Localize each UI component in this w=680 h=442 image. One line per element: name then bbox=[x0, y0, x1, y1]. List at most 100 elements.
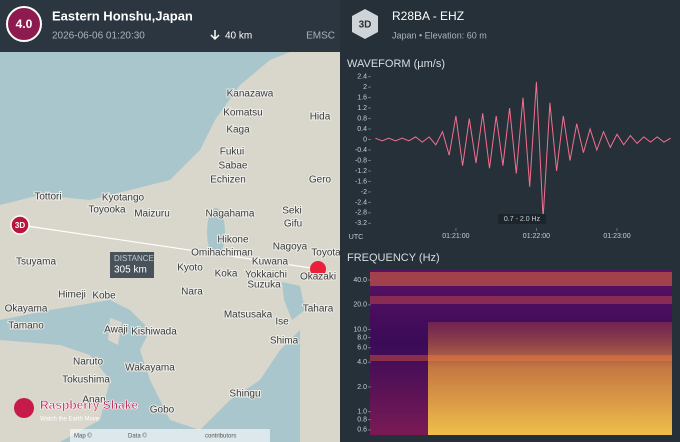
agency: EMSC bbox=[306, 31, 335, 42]
depth-icon bbox=[210, 30, 220, 41]
city-label: Ise bbox=[275, 317, 289, 328]
city-label: Kanazawa bbox=[227, 89, 274, 100]
city-label: Okazaki bbox=[300, 272, 336, 283]
city-label: Tamano bbox=[8, 321, 44, 332]
city-label: Matsusaka bbox=[224, 310, 273, 321]
city-label: Maizuru bbox=[134, 209, 170, 220]
filter-annotation: 0.7 - 2.0 Hz bbox=[504, 216, 541, 223]
land bbox=[108, 318, 122, 345]
city-label: Tokushima bbox=[62, 375, 110, 386]
city-label: Anan bbox=[82, 395, 105, 406]
y-tick-label: 6.0 bbox=[357, 345, 367, 352]
x-axis-label: UTC bbox=[349, 234, 363, 241]
city-label: Kishiwada bbox=[131, 327, 177, 338]
x-tick-label: 01:23:00 bbox=[603, 233, 630, 240]
spectrogram-energy bbox=[428, 322, 672, 435]
y-tick-label: 0.8 bbox=[357, 416, 367, 423]
city-label: Okayama bbox=[5, 304, 48, 315]
city-label: Echizen bbox=[210, 175, 246, 186]
city-label: Nagoya bbox=[273, 242, 308, 253]
city-label: Nagahama bbox=[206, 209, 255, 220]
map-labels: Kanazawa Komatsu Kaga Hida Fukui Sabae Echizen… bbox=[4, 88, 343, 417]
y-tick-label: 2.0 bbox=[357, 384, 367, 391]
tagline: Watch the Earth Move bbox=[40, 417, 100, 423]
charts: 2.4 2 1.6 1.2 0.8 0.4 0 -0.4 -0.8 -1.2 -1.6 -2 -2.4 -… bbox=[349, 73, 671, 434]
epicenter[interactable] bbox=[310, 261, 326, 277]
city-label: Kobe bbox=[92, 291, 116, 302]
distance-label: DISTANCE bbox=[114, 254, 154, 263]
city-label: Kuwana bbox=[252, 257, 289, 268]
y-tick-label: 2 bbox=[363, 84, 367, 91]
event-header bbox=[0, 0, 340, 52]
magnitude: 4.0 bbox=[16, 17, 33, 31]
distance-value: 305 km bbox=[114, 265, 147, 276]
station-title: R28BA - EHZ bbox=[392, 9, 464, 23]
city-label: Gobo bbox=[150, 405, 175, 416]
y-tick-label: -1.2 bbox=[355, 168, 367, 175]
city-label: Gifu bbox=[284, 219, 302, 230]
attribution[interactable]: Data © bbox=[128, 433, 147, 440]
y-tick-label: 1.0 bbox=[357, 409, 367, 416]
city-label: Nara bbox=[181, 287, 203, 298]
bay bbox=[282, 282, 305, 320]
city-label: Wakayama bbox=[125, 363, 175, 374]
city-label: Komatsu bbox=[223, 108, 262, 119]
y-tick-label: -0.4 bbox=[355, 147, 367, 154]
event-title: Eastern Honshu,Japan bbox=[52, 8, 193, 23]
depth: 40 km bbox=[225, 31, 252, 42]
y-tick-label: -2.4 bbox=[355, 199, 367, 206]
city-label: Suzuka bbox=[247, 280, 281, 291]
city-label: Toyooka bbox=[88, 205, 126, 216]
station-marker[interactable] bbox=[10, 215, 30, 235]
city-label: Naruto bbox=[73, 357, 103, 368]
waveform bbox=[375, 81, 671, 219]
event-time: 2026-06-06 01:20:30 bbox=[52, 31, 145, 42]
attribution[interactable]: contributors bbox=[205, 434, 236, 440]
distance-box bbox=[110, 252, 154, 278]
x-tick-label: 01:22:00 bbox=[523, 233, 550, 240]
spectrogram-band bbox=[370, 296, 672, 304]
attribution-bar bbox=[70, 429, 270, 442]
x-tick-label: 01:21:00 bbox=[442, 233, 469, 240]
city-label: Fukui bbox=[220, 147, 244, 158]
station-badge-label: 3D bbox=[359, 20, 372, 31]
city-label: Tahara bbox=[303, 304, 334, 315]
attribution[interactable]: Map © bbox=[74, 433, 92, 440]
y-tick-label: 1.2 bbox=[357, 105, 367, 112]
city-label: Shingu bbox=[229, 389, 260, 400]
city-label: Gero bbox=[309, 175, 332, 186]
city-label: Shima bbox=[270, 336, 299, 347]
city-label: Hikone bbox=[217, 235, 249, 246]
city-label: Kyoto bbox=[177, 263, 203, 274]
y-tick-label: 0.6 bbox=[357, 427, 367, 434]
city-label: Himeji bbox=[58, 290, 86, 301]
city-label: Kaga bbox=[226, 125, 250, 136]
city-label: Seki bbox=[282, 206, 301, 217]
waveform-title: WAVEFORM (µm/s) bbox=[347, 58, 445, 70]
y-tick-label: 0 bbox=[363, 136, 367, 143]
city-label: Kyotango bbox=[102, 193, 145, 204]
spectrogram-band bbox=[370, 272, 672, 286]
city-label: Yokkaichi bbox=[245, 270, 287, 281]
y-tick-label: -1.6 bbox=[355, 178, 367, 185]
y-tick-label: 8.0 bbox=[357, 334, 367, 341]
city-label: Sabae bbox=[219, 161, 248, 172]
y-tick-label: -0.8 bbox=[355, 157, 367, 164]
city-label: Toyota bbox=[311, 248, 341, 259]
y-tick-label: 20.0 bbox=[353, 302, 367, 309]
logo-icon bbox=[14, 398, 34, 418]
frequency-title: FREQUENCY (Hz) bbox=[347, 252, 440, 264]
y-tick-label: 1.6 bbox=[357, 94, 367, 101]
y-tick-label: -2 bbox=[361, 189, 367, 196]
city-label: Omihachiman bbox=[191, 248, 253, 259]
station-subtitle: Japan • Elevation: 60 m bbox=[392, 30, 487, 40]
magnitude-badge bbox=[6, 6, 42, 42]
city-label: Awaji bbox=[104, 325, 128, 336]
annotation-bg bbox=[498, 214, 546, 224]
y-tick-label: -3.2 bbox=[355, 220, 367, 227]
logo: Raspberry Shake bbox=[40, 398, 138, 412]
distance-line bbox=[19, 224, 319, 270]
y-tick-label: 10.0 bbox=[353, 326, 367, 333]
city-label: Koka bbox=[215, 269, 238, 280]
